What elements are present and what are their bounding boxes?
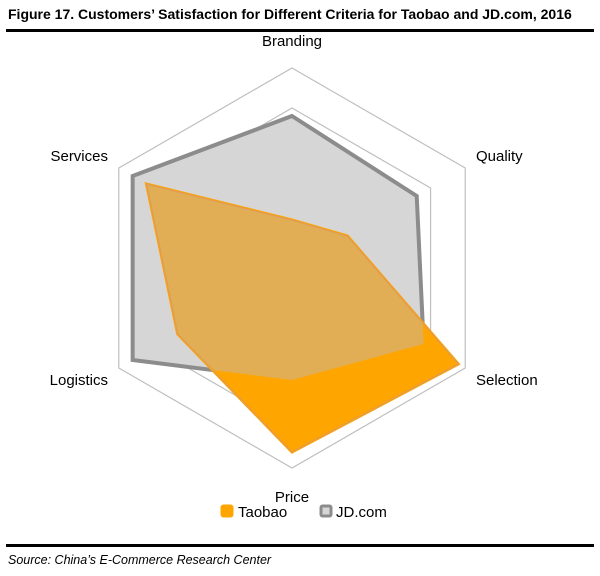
series-overlap <box>146 184 424 380</box>
series-taobao <box>144 181 461 454</box>
legend-swatch-taobao <box>220 504 234 518</box>
series-outline-taobao <box>145 182 460 453</box>
axis-label-price: Price <box>275 489 309 506</box>
axis-label-selection: Selection <box>476 372 538 389</box>
axis-label-branding: Branding <box>262 33 322 50</box>
axis-label-quality: Quality <box>476 148 523 165</box>
axis-label-logistics: Logistics <box>50 372 108 389</box>
grid-ring <box>118 67 466 469</box>
legend-label-taobao: Taobao <box>238 504 287 521</box>
source-rule <box>6 544 594 547</box>
legend: Taobao JD.com <box>220 504 387 521</box>
axis-label-services: Services <box>50 148 108 165</box>
legend-swatch-jd <box>319 504 333 518</box>
chart-title: Figure 17. Customers’ Satisfaction for D… <box>8 6 572 22</box>
title-rule <box>6 29 594 32</box>
axis-labels: Branding Quality Selection Price Logistics Se… <box>50 33 538 506</box>
source-note: Source: China’s E-Commerce Research Cent… <box>8 553 272 567</box>
legend-label-jd: JD.com <box>336 504 387 521</box>
